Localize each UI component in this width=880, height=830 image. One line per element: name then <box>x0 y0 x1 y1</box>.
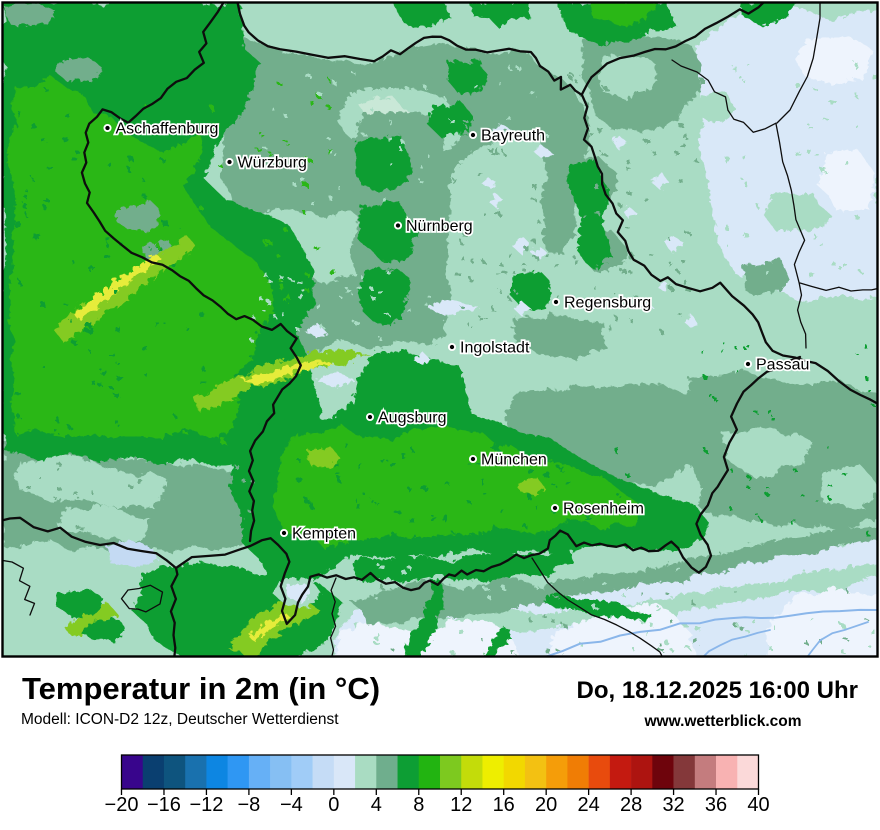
svg-text:40: 40 <box>747 794 769 816</box>
svg-text:−4: −4 <box>280 794 303 816</box>
svg-text:−20: −20 <box>105 794 139 816</box>
svg-text:−12: −12 <box>189 794 223 816</box>
svg-text:Ingolstadt: Ingolstadt <box>460 340 530 357</box>
svg-text:Temperatur in 2m (in °C): Temperatur in 2m (in °C) <box>22 671 380 706</box>
svg-text:www.wetterblick.com: www.wetterblick.com <box>643 713 801 730</box>
svg-text:Kempten: Kempten <box>292 526 356 543</box>
svg-text:4: 4 <box>371 794 382 816</box>
svg-text:−16: −16 <box>147 794 181 816</box>
svg-text:Do, 18.12.2025 16:00 Uhr: Do, 18.12.2025 16:00 Uhr <box>577 677 859 704</box>
svg-text:36: 36 <box>705 794 727 816</box>
svg-text:Nürnberg: Nürnberg <box>406 218 473 235</box>
svg-text:28: 28 <box>620 794 642 816</box>
svg-text:München: München <box>481 452 547 469</box>
svg-text:Aschaffenburg: Aschaffenburg <box>116 121 219 138</box>
svg-text:−8: −8 <box>237 794 260 816</box>
svg-text:Würzburg: Würzburg <box>238 155 307 172</box>
svg-text:Passau: Passau <box>756 357 809 374</box>
svg-text:20: 20 <box>535 794 557 816</box>
svg-text:Modell: ICON-D2 12z, Deutscher: Modell: ICON-D2 12z, Deutscher Wetterdie… <box>21 711 339 728</box>
svg-text:Rosenheim: Rosenheim <box>563 501 644 518</box>
svg-text:12: 12 <box>450 794 472 816</box>
svg-text:8: 8 <box>413 794 424 816</box>
svg-text:Bayreuth: Bayreuth <box>481 128 545 145</box>
svg-text:Augsburg: Augsburg <box>378 410 447 427</box>
svg-text:24: 24 <box>578 794 600 816</box>
svg-text:Regensburg: Regensburg <box>564 295 651 312</box>
svg-text:16: 16 <box>493 794 515 816</box>
svg-text:32: 32 <box>662 794 684 816</box>
svg-text:0: 0 <box>328 794 339 816</box>
